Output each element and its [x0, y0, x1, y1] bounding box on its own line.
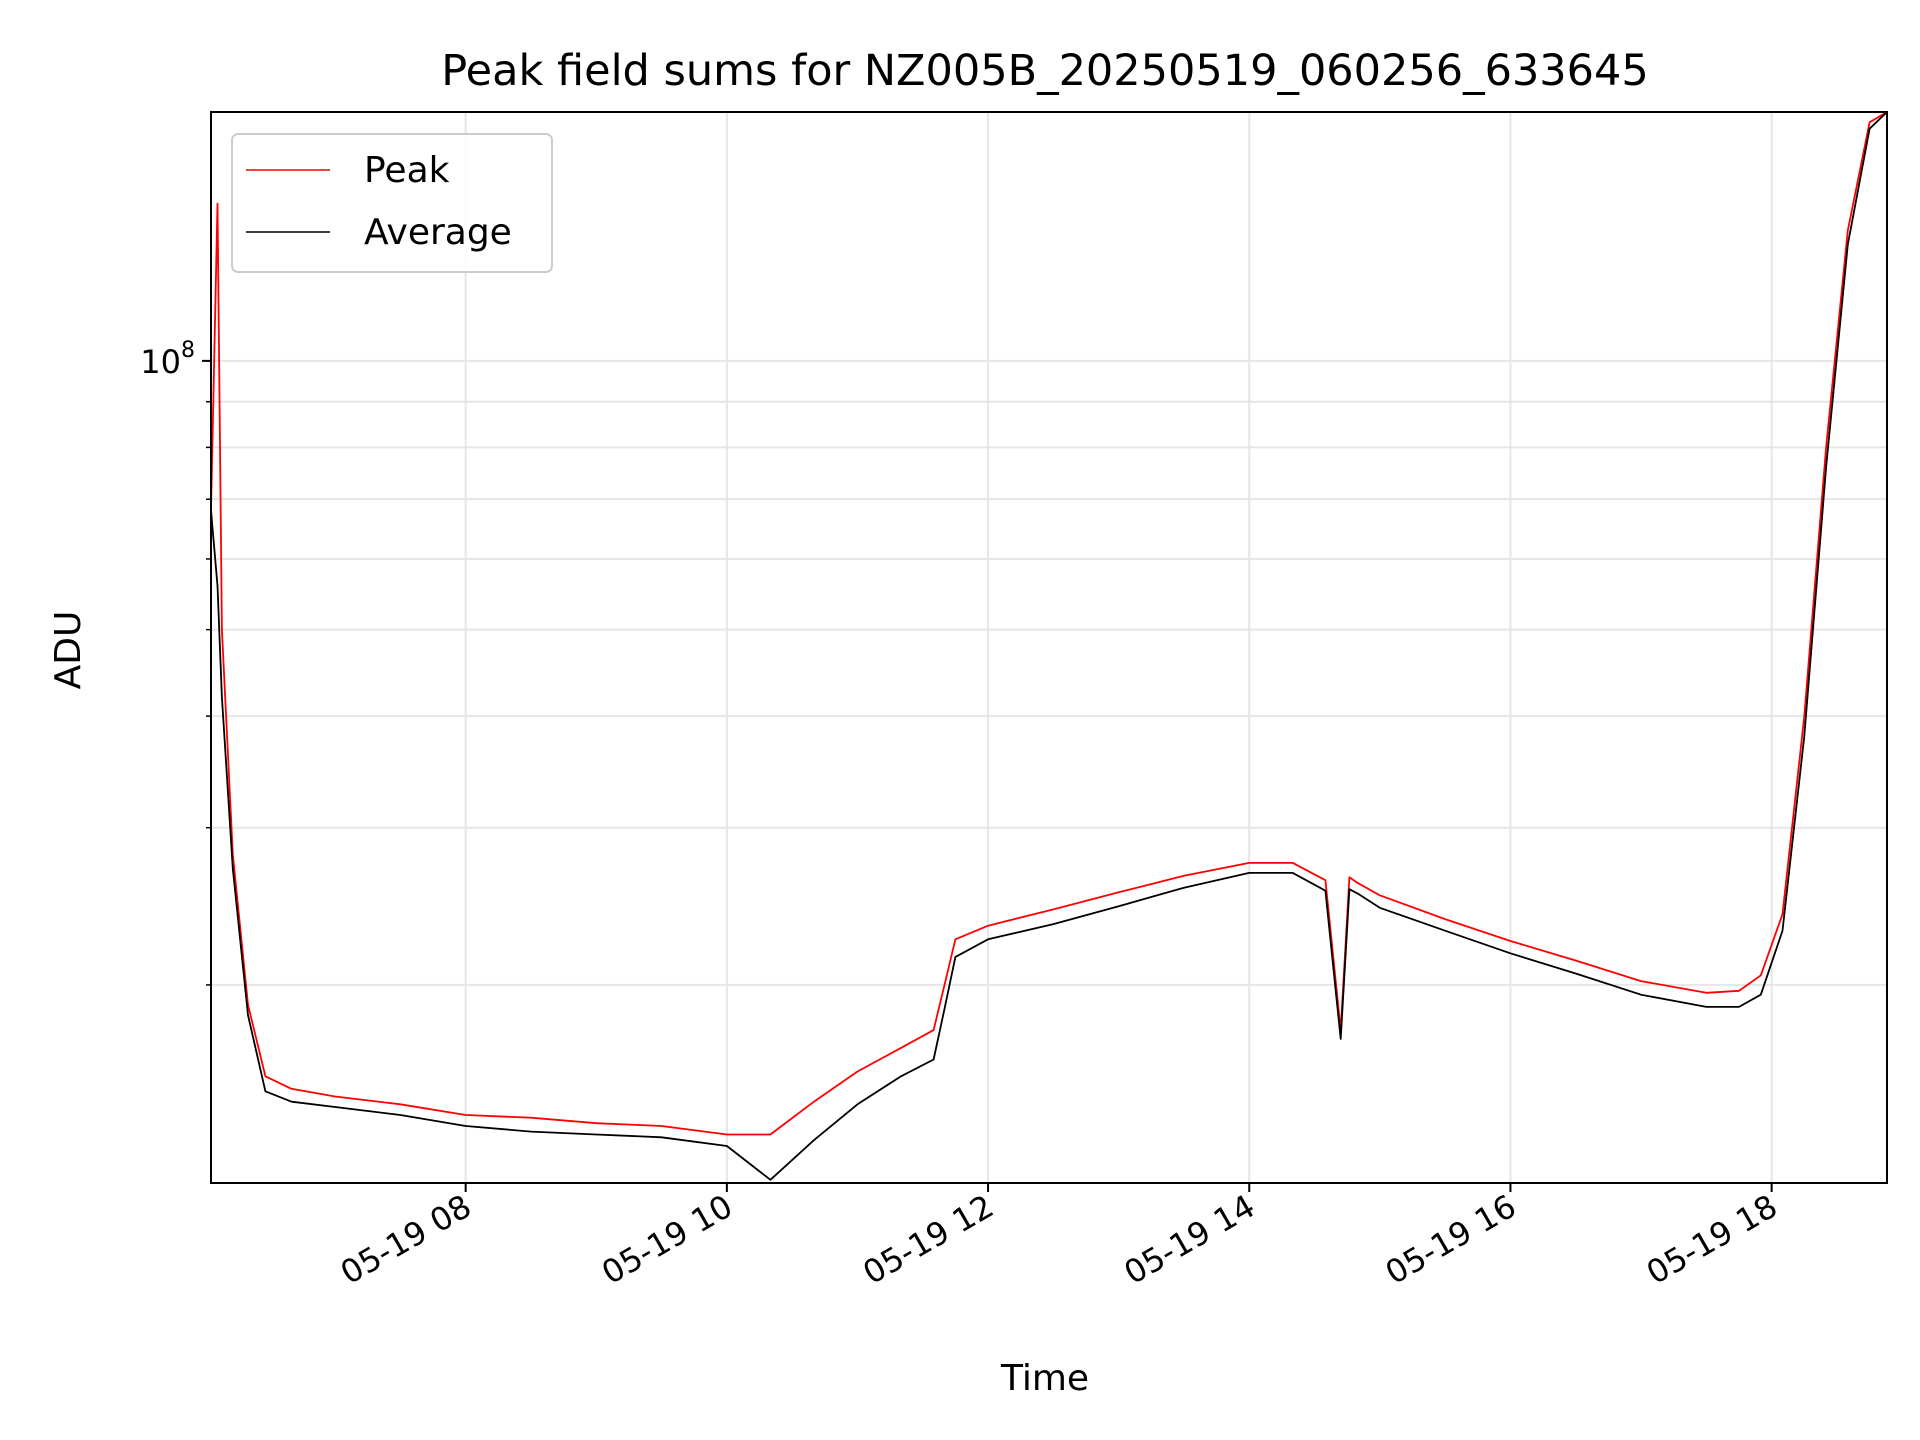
series-line-average: [210, 111, 1888, 1181]
legend: Peak Average: [231, 133, 553, 273]
legend-box: [231, 133, 553, 273]
legend-average-label: Average: [364, 212, 512, 253]
grid: [211, 112, 1887, 1183]
legend-peak-label: Peak: [364, 150, 450, 191]
y-tick-label: 108: [140, 338, 195, 381]
y-axis-label: ADU: [48, 611, 89, 690]
chart-title: Peak field sums for NZ005B_20250519_0602…: [441, 46, 1649, 96]
x-axis-label: Time: [1000, 1358, 1089, 1399]
series-line-peak: [210, 111, 1888, 1136]
plot-frame: [210, 111, 1888, 1184]
plot-lines: [210, 111, 1888, 1181]
